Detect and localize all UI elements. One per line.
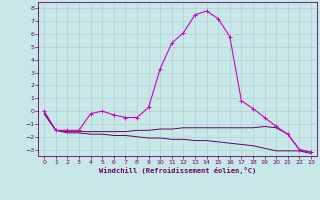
X-axis label: Windchill (Refroidissement éolien,°C): Windchill (Refroidissement éolien,°C) [99,167,256,174]
